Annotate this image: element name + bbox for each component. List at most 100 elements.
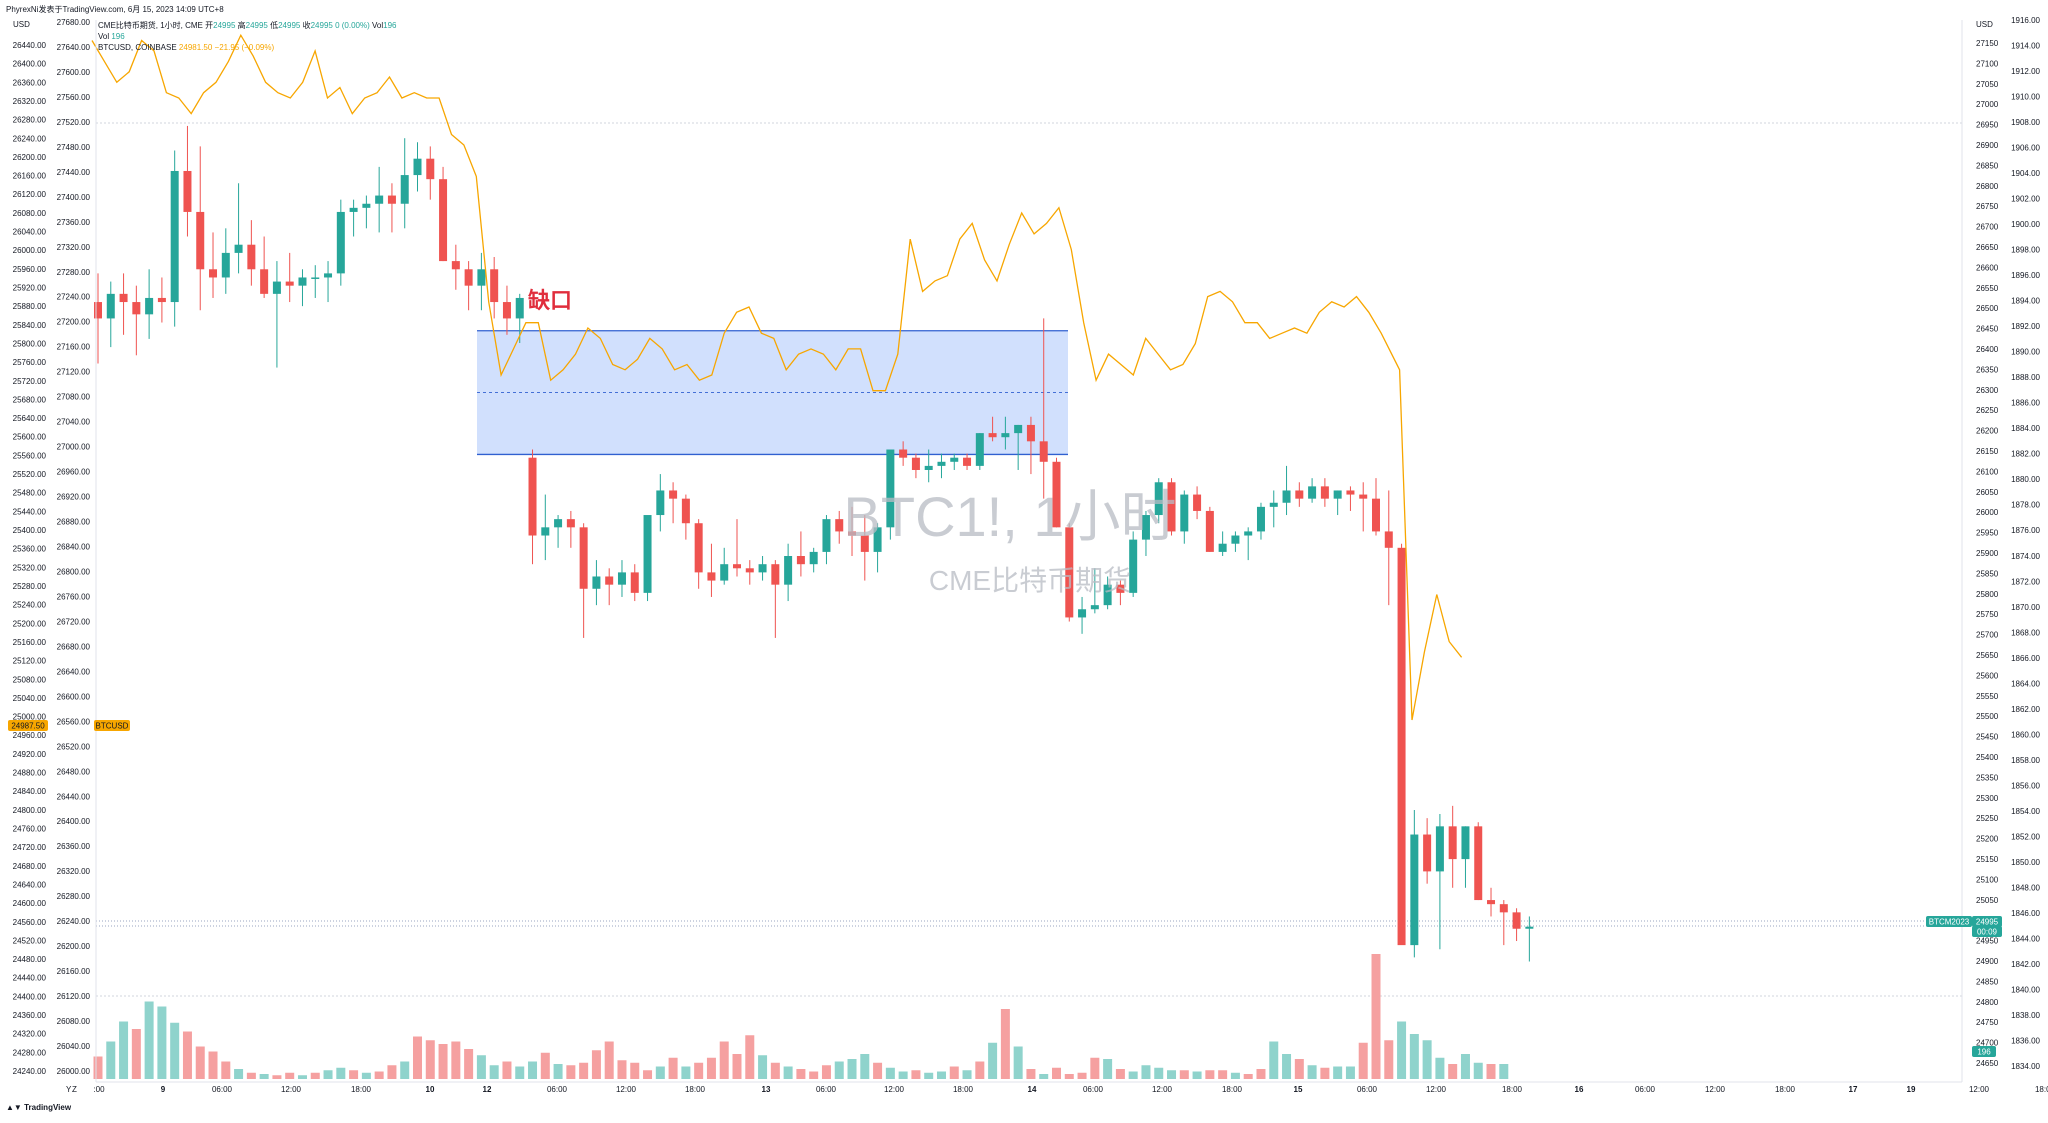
y-tick-right-outer: 1884.00: [2011, 424, 2040, 433]
legend-vol-label: Vol: [372, 21, 384, 30]
y-tick-left-inner: 26960.00: [57, 468, 91, 477]
y-tick-left-outer: 25880.00: [13, 302, 47, 311]
y-tick-left-outer: 25640.00: [13, 414, 47, 423]
volume-bar: [1154, 1067, 1164, 1079]
gap-zone[interactable]: [477, 330, 1068, 456]
candle-body: [899, 449, 908, 458]
x-tick-label: 15: [1294, 1085, 1303, 1094]
candle-body: [362, 203, 371, 208]
y-tick-right-inner: 26750: [1976, 202, 1999, 211]
y-tick-right-outer: 1856.00: [2011, 781, 2040, 790]
volume-bar: [400, 1061, 410, 1079]
y-tick-left-inner: 27600.00: [57, 68, 91, 77]
candle-body: [1423, 834, 1432, 872]
y-tick-right-inner: 26700: [1976, 223, 1999, 232]
y-tick-right-inner: 27000: [1976, 100, 1999, 109]
axis-button-y[interactable]: Y: [66, 1085, 72, 1094]
y-tick-left-outer: 24920.00: [13, 750, 47, 759]
candle-body: [745, 568, 754, 573]
y-tick-left-outer: 24400.00: [13, 992, 47, 1001]
y-tick-right-inner: 26850: [1976, 161, 1999, 170]
y-tick-right-outer: 1914.00: [2011, 42, 2040, 51]
candle-body: [1308, 486, 1317, 499]
y-tick-right-outer: 1880.00: [2011, 475, 2040, 484]
compare-series-line: [91, 33, 1463, 721]
y-tick-left-inner: 26920.00: [57, 493, 91, 502]
legend-vol: 196: [383, 21, 397, 30]
volume-bar: [259, 1074, 269, 1079]
volume-bar: [1000, 1009, 1010, 1079]
volume-bar: [476, 1055, 486, 1079]
tradingview-logo[interactable]: ▲▼ TradingView: [6, 1103, 71, 1112]
y-tick-left-inner: 26840.00: [57, 543, 91, 552]
candle-body: [94, 302, 102, 319]
legend-change: 0 (0.00%): [335, 21, 370, 30]
candle-body: [963, 457, 972, 466]
y-tick-right-outer: 1902.00: [2011, 195, 2040, 204]
volume-bar: [1499, 1064, 1509, 1079]
y-tick-right-inner: 26650: [1976, 243, 1999, 252]
legend-compare[interactable]: BTCUSD, COINBASE 24981.50 −21.95 (−0.09%…: [98, 42, 396, 53]
candle-body: [209, 269, 218, 278]
x-tick-label: 17: [1849, 1085, 1858, 1094]
legend-volume[interactable]: Vol 196: [98, 31, 396, 42]
volume-bar: [988, 1042, 998, 1079]
candle-body: [1129, 539, 1138, 593]
y-tick-right-inner: 25550: [1976, 692, 1999, 701]
legend[interactable]: CME比特币期货, 1小时, CME 开24995 高24995 低24995 …: [98, 20, 396, 53]
y-tick-left-outer: 26200.00: [13, 153, 47, 162]
x-tick-label: 16: [1575, 1085, 1584, 1094]
badge-btcm-countdown: 00:09: [1977, 928, 1998, 937]
y-tick-left-outer: 24600.00: [13, 899, 47, 908]
candle-body: [1461, 826, 1470, 860]
publish-header: PhyrexNi发表于TradingView.com, 6月 15, 2023 …: [6, 5, 224, 14]
candle-body: [1154, 482, 1163, 516]
x-tick-label: 12:00: [1705, 1085, 1726, 1094]
badge-btcusd-bg: [94, 720, 130, 731]
y-tick-left-outer: 25040.00: [13, 694, 47, 703]
volume-bar: [809, 1071, 819, 1079]
volume-bar: [1230, 1072, 1240, 1079]
volume-bar: [847, 1059, 857, 1079]
x-tick-label: :00: [93, 1085, 105, 1094]
candle-body: [1014, 424, 1023, 434]
y-tick-right-outer: 1874.00: [2011, 552, 2040, 561]
y-tick-left-outer: 24960.00: [13, 731, 47, 740]
volume-bar: [106, 1041, 116, 1079]
y-tick-left-inner: 27040.00: [57, 418, 91, 427]
x-tick-label: 18:00: [1222, 1085, 1243, 1094]
badge-volume: 196: [1977, 1048, 1991, 1057]
candle-body: [937, 461, 946, 466]
candle-body: [119, 293, 128, 303]
candle-body: [400, 175, 409, 204]
legend-close-label: 收: [302, 21, 311, 30]
volume-bar: [1128, 1071, 1138, 1079]
candle-body: [349, 207, 358, 212]
candle-body: [1180, 494, 1189, 532]
y-tick-right-inner: 24950: [1976, 937, 1999, 946]
candle-body: [298, 277, 307, 286]
badge-btcusd-price-bg: [8, 720, 48, 731]
volume-bar: [1115, 1069, 1125, 1079]
y-tick-right-outer: 1904.00: [2011, 169, 2040, 178]
y-tick-left-inner: 27520.00: [57, 118, 91, 127]
y-tick-right-outer: 1912.00: [2011, 67, 2040, 76]
y-tick-right-inner: 25350: [1976, 773, 1999, 782]
x-tick-label: 14: [1028, 1085, 1037, 1094]
y-tick-right-inner: 26200: [1976, 427, 1999, 436]
y-tick-left-outer: 24360.00: [13, 1011, 47, 1020]
y-tick-left-inner: 27440.00: [57, 168, 91, 177]
candle-body: [515, 297, 524, 319]
y-tick-left-inner: 26680.00: [57, 642, 91, 651]
candle-body: [196, 211, 205, 270]
y-tick-right-outer: 1876.00: [2011, 526, 2040, 535]
y-tick-right-outer: 1844.00: [2011, 934, 2040, 943]
volume-bar: [579, 1062, 589, 1079]
volume-bar: [272, 1075, 282, 1079]
axis-button-z[interactable]: Z: [72, 1085, 77, 1094]
legend-main[interactable]: CME比特币期货, 1小时, CME 开24995 高24995 低24995 …: [98, 20, 396, 31]
volume-bar: [1460, 1054, 1470, 1079]
candle-body: [439, 179, 448, 262]
